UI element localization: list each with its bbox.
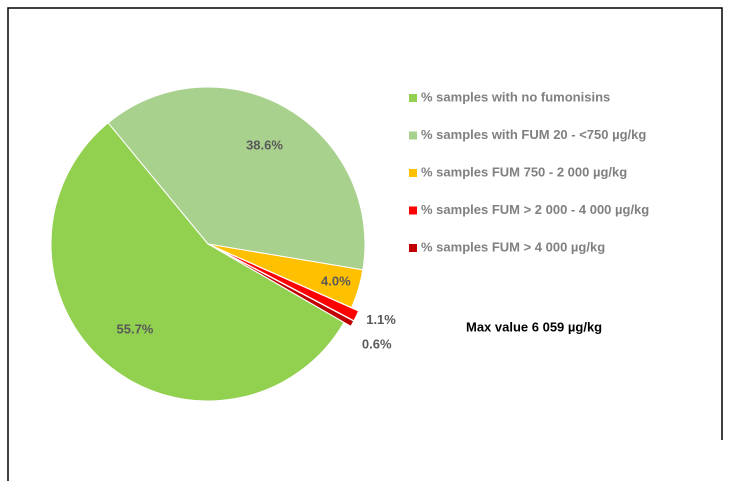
legend-swatch <box>409 94 417 102</box>
legend-swatch <box>409 169 417 177</box>
legend-label: % samples FUM 750 - 2 000 µg/kg <box>421 164 627 179</box>
data-label: 0.6% <box>362 336 392 351</box>
annotation: Max value 6 059 µg/kg <box>466 319 602 334</box>
pie-slice <box>214 247 355 327</box>
legend-label: % samples with FUM 20 - <750 µg/kg <box>421 127 646 142</box>
data-label: 55.7% <box>117 322 154 337</box>
legend-swatch <box>409 244 417 252</box>
pie-slice <box>107 86 366 271</box>
legend-swatch <box>409 131 417 140</box>
legend-label: % samples FUM > 4 000 µg/kg <box>421 239 605 254</box>
legend-swatch <box>409 206 417 215</box>
legend-label: % samples FUM > 2 000 - 4 000 µg/kg <box>421 202 649 217</box>
data-label: 4.0% <box>321 274 351 289</box>
data-label: 38.6% <box>246 138 283 153</box>
data-label: 1.1% <box>366 312 396 327</box>
legend-label: % samples with no fumonisins <box>421 89 610 104</box>
pie-slice <box>50 122 345 402</box>
frame <box>7 7 723 481</box>
